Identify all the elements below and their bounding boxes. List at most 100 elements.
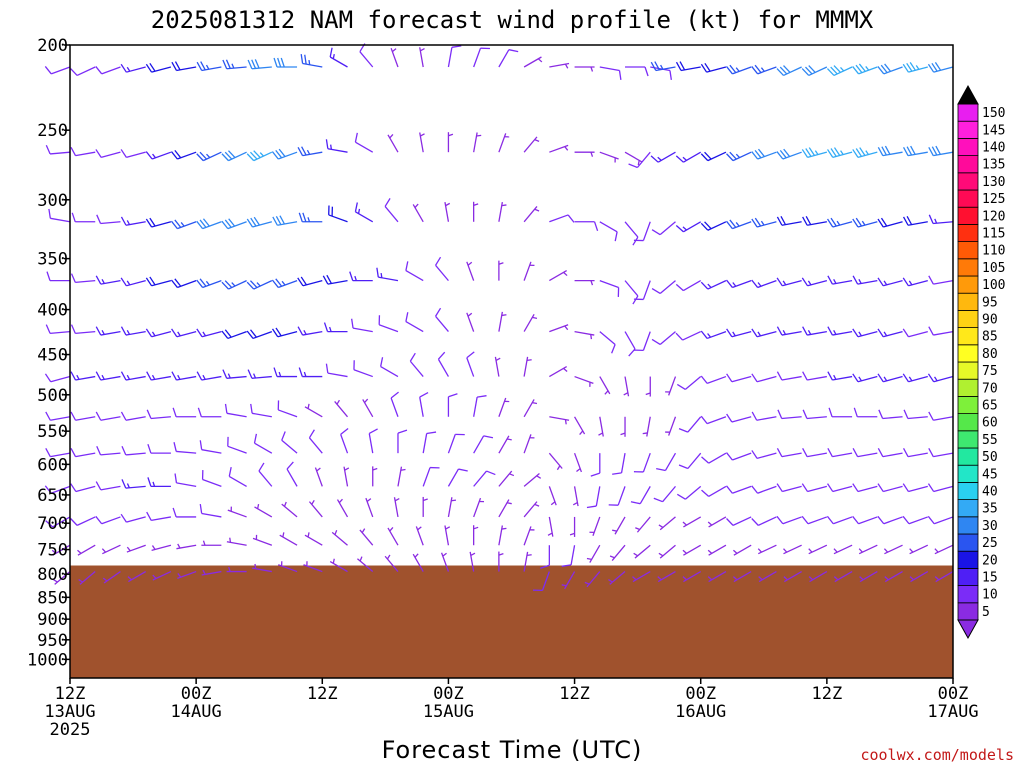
wind-barb (498, 397, 510, 418)
wind-barb (707, 544, 727, 556)
wind-barb (700, 415, 727, 425)
wind-barb (357, 556, 374, 573)
wind-barb (523, 313, 538, 332)
wind-barb (336, 498, 349, 518)
wind-barb (273, 367, 298, 378)
wind-barb (586, 544, 601, 563)
wind-barb (883, 544, 903, 555)
y-tick-label: 850 (37, 588, 68, 608)
wind-barb (224, 403, 247, 418)
wind-barb (174, 473, 197, 488)
wind-barb (852, 217, 878, 228)
wind-barb (298, 212, 323, 223)
wind-barb (152, 570, 172, 581)
wind-barb (45, 447, 71, 458)
wind-barb (590, 453, 601, 477)
wind-barb (927, 515, 954, 525)
wind-barb (469, 551, 476, 572)
wind-barb (314, 467, 323, 487)
wind-barb (726, 516, 752, 526)
wind-barb (46, 271, 70, 282)
wind-barb (826, 515, 853, 525)
wind-barb (303, 561, 323, 573)
wind-barb (253, 433, 273, 454)
wind-barb (758, 570, 777, 583)
wind-barb (95, 481, 121, 491)
wind-barb (599, 66, 622, 80)
colorbar-swatch (957, 172, 979, 191)
wind-barb (776, 215, 802, 226)
wind-barb (70, 371, 96, 381)
wind-barb (498, 49, 519, 68)
wind-barb (902, 483, 928, 493)
colorbar-label: 145 (982, 123, 1005, 138)
wind-barb (196, 61, 222, 72)
wind-barb (201, 540, 222, 546)
colorbar-label: 80 (982, 347, 998, 362)
wind-barb (678, 452, 702, 470)
wind-barb (751, 279, 777, 289)
wind-barb (751, 217, 777, 228)
wind-barb (70, 66, 96, 77)
wind-barb (419, 47, 425, 68)
wind-barb (70, 147, 96, 157)
colorbar-swatch (957, 120, 979, 139)
wind-barb (271, 278, 298, 289)
wind-barb (574, 375, 594, 387)
colorbar-swatch (957, 155, 979, 174)
colorbar-label: 45 (982, 467, 998, 482)
wind-barb (415, 526, 424, 546)
wind-barb (170, 149, 197, 160)
wind-barb (751, 450, 777, 459)
wind-barb (633, 544, 651, 559)
wind-barb (877, 145, 903, 157)
wind-barb (494, 356, 501, 377)
wind-barb (304, 403, 323, 418)
colorbar-bottom-arrow (957, 619, 979, 640)
wind-barb (561, 545, 576, 567)
wind-barb (701, 485, 727, 497)
wind-barb (852, 483, 878, 493)
wind-barb (473, 497, 485, 518)
wind-barb (623, 376, 630, 397)
wind-barb (776, 515, 802, 525)
wind-barb (757, 544, 777, 555)
x-tick-label: 14AUG (171, 702, 222, 722)
wind-barb (145, 217, 172, 228)
wind-barb (877, 373, 903, 383)
wind-barb (776, 483, 802, 493)
wind-barb (254, 503, 273, 518)
wind-barb (343, 466, 350, 487)
wind-barb (70, 411, 96, 421)
wind-barb (751, 411, 777, 421)
wind-barb (700, 62, 727, 73)
wind-barb (422, 431, 437, 454)
wind-barb (658, 516, 676, 531)
wind-barb (498, 260, 504, 281)
wind-barb (776, 148, 802, 160)
wind-barb (447, 45, 462, 68)
wind-barb (221, 218, 247, 230)
wind-barb (675, 151, 702, 163)
wind-barbs-layer (44, 43, 954, 592)
colorbar-swatch (957, 481, 979, 500)
wind-barb (884, 570, 903, 583)
wind-barb (340, 427, 349, 454)
colorbar-label: 115 (982, 227, 1005, 242)
colorbar-swatch (957, 189, 979, 208)
wind-barb (726, 328, 752, 338)
wind-barb (331, 530, 348, 546)
wind-barb (625, 66, 649, 77)
wind-barb (682, 544, 702, 556)
wind-barb (473, 525, 479, 546)
wind-barb (422, 496, 428, 517)
wind-barb (802, 409, 827, 420)
wind-barb (222, 369, 247, 379)
wind-barb (902, 515, 928, 525)
y-tick-label: 500 (37, 386, 68, 406)
wind-barb (447, 497, 457, 518)
wind-barb (572, 486, 579, 507)
wind-barb (201, 470, 222, 487)
wind-barb (45, 324, 71, 334)
wind-barb (852, 373, 878, 383)
